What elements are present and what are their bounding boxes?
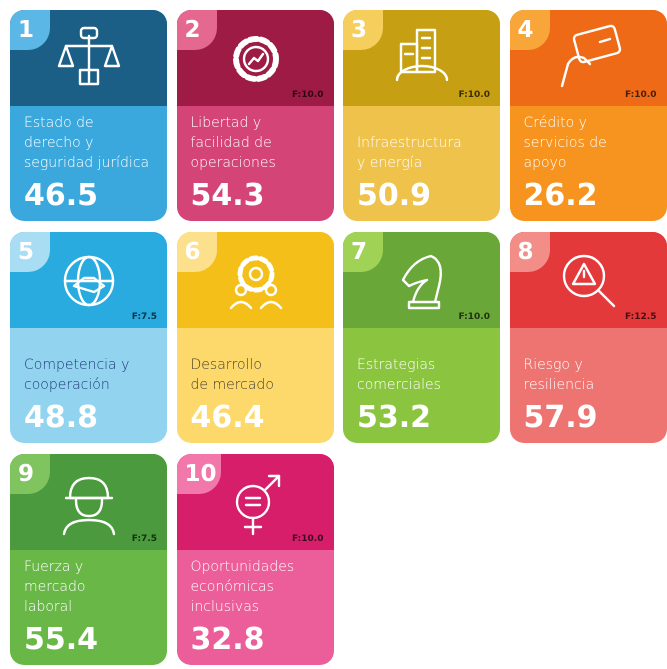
card: 8 F:12.5 Riesgo y resiliencia 57.9	[509, 232, 667, 443]
card: 5 F:7.5 Competencia y cooperación 48.8	[10, 232, 167, 443]
number-badge: 4	[509, 10, 550, 50]
score: 26.2	[523, 178, 598, 213]
number-badge: 10	[176, 454, 221, 494]
score: 48.8	[24, 400, 99, 435]
footnote: F:7.5	[131, 312, 157, 322]
label-line: comerciales	[357, 377, 441, 393]
icon	[387, 246, 457, 316]
card: 7 F:10.0 Estrategias comerciales 53.2	[343, 232, 500, 443]
label-line: mercado	[24, 579, 86, 595]
label-line: cooperación	[24, 377, 110, 393]
card-label: Libertad y facilidad de operaciones	[191, 113, 326, 173]
score: 32.8	[190, 622, 265, 657]
card-label: Crédito y servicios de apoyo	[524, 113, 659, 173]
label-line: Fuerza y	[24, 559, 84, 575]
card: 3 F:10.0 Infraestructura y energía 50.9	[343, 10, 500, 221]
label-line: seguridad jurídica	[24, 155, 150, 171]
card: 1 Estado de derecho y seguridad jurídica 46.…	[10, 10, 167, 221]
card-label: Estrategias comerciales	[357, 355, 492, 395]
card-label: Desarrollo de mercado	[191, 355, 326, 395]
icon	[554, 246, 624, 316]
card: 6 Desarrollo de mercado 46.4	[176, 232, 334, 443]
card: 9 F:7.5 Fuerza y mercado laboral 55.4	[10, 454, 167, 665]
score: 50.9	[357, 178, 432, 213]
label-line: Estrategias	[357, 357, 436, 373]
icon	[54, 24, 124, 94]
card-label: Fuerza y mercado laboral	[24, 557, 159, 617]
footnote: F:10.0	[292, 534, 324, 544]
label-line: apoyo	[523, 155, 567, 171]
label-line: inclusivas	[190, 599, 260, 615]
label-line: servicios de	[523, 135, 607, 151]
score: 55.4	[24, 622, 99, 657]
label-line: Crédito y	[523, 115, 587, 131]
score: 54.3	[190, 178, 265, 213]
number-badge: 9	[10, 454, 50, 494]
number-badge: 8	[509, 232, 550, 272]
card: 2 F:10.0 Libertad y facilidad de operaciones…	[176, 10, 334, 221]
icon	[54, 468, 124, 538]
label-line: facilidad de	[190, 135, 272, 151]
label-line: y energía	[357, 155, 423, 171]
icon	[221, 24, 291, 94]
icon	[221, 246, 291, 316]
label-line: laboral	[24, 599, 73, 615]
number-badge: 7	[343, 232, 383, 272]
icon	[54, 246, 124, 316]
label-line: operaciones	[190, 155, 276, 171]
label-line: Oportunidades	[190, 559, 295, 575]
number-badge: 6	[176, 232, 217, 272]
label-line: resiliencia	[523, 377, 595, 393]
number-badge: 1	[10, 10, 50, 50]
footnote: F:10.0	[458, 312, 490, 322]
card-label: Infraestructura y energía	[357, 133, 492, 173]
label-line: Competencia y	[24, 357, 130, 373]
label-line: Libertad y	[190, 115, 262, 131]
footnote: F:10.0	[458, 90, 490, 100]
footnote: F:7.5	[131, 534, 157, 544]
score: 57.9	[523, 400, 598, 435]
card-label: Oportunidades económicas inclusivas	[191, 557, 326, 617]
card-label: Riesgo y resiliencia	[524, 355, 659, 395]
card-label: Estado de derecho y seguridad jurídica	[24, 113, 159, 173]
label-line: económicas	[190, 579, 274, 595]
label-line: Desarrollo	[190, 357, 262, 373]
score: 46.5	[24, 178, 99, 213]
icon	[221, 468, 291, 538]
label-line: Estado de	[24, 115, 94, 131]
icon	[554, 24, 624, 94]
footnote: F:10.0	[292, 90, 324, 100]
number-badge: 2	[176, 10, 217, 50]
number-badge: 3	[343, 10, 383, 50]
label-line: de mercado	[190, 377, 274, 393]
score: 53.2	[357, 400, 432, 435]
score: 46.4	[190, 400, 265, 435]
label-line: Infraestructura	[357, 135, 462, 151]
card: 10 F:10.0 Oportunidades económicas inclusiva…	[176, 454, 334, 665]
footnote: F:10.0	[625, 90, 657, 100]
label-line: Riesgo y	[523, 357, 583, 373]
card-label: Competencia y cooperación	[24, 355, 159, 395]
card: 4 F:10.0 Crédito y servicios de apoyo 26.2	[509, 10, 667, 221]
icon	[387, 24, 457, 94]
label-line: derecho y	[24, 135, 94, 151]
number-badge: 5	[10, 232, 50, 272]
footnote: F:12.5	[625, 312, 657, 322]
